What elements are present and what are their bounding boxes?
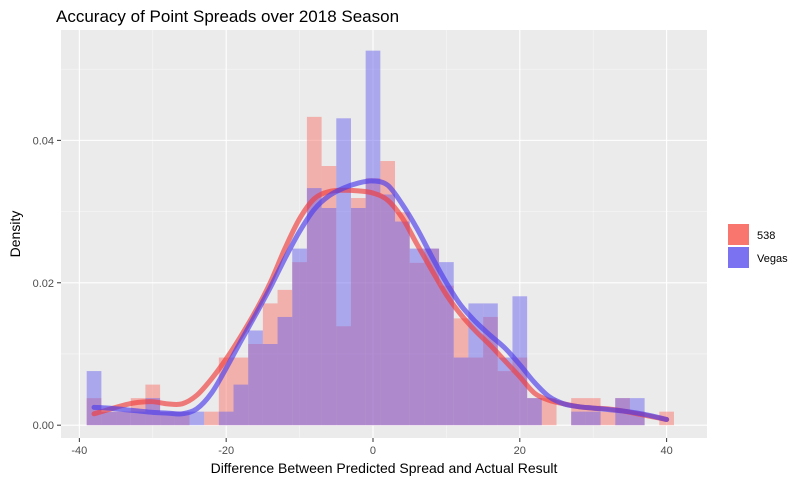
histogram-bar-538 [600,411,616,426]
histogram-bar-vegas [483,303,498,426]
histogram-bar-vegas [248,330,263,426]
y-axis-title: Density [7,211,23,258]
axes: -40 -20 0 20 40 0.00 0.02 0.04 [33,135,673,457]
histogram-bar-vegas [527,398,542,426]
legend: 538 Vegas [728,224,788,268]
histogram-bar-vegas [130,411,146,426]
legend-key-538 [728,224,749,245]
histogram-bar-vegas [86,371,102,426]
histogram-bar-vegas [380,194,396,426]
y-tick-label: 0.04 [33,135,54,147]
histogram-bar-vegas [321,208,337,426]
histogram-bar-vegas [585,411,601,426]
histogram-bar-vegas [409,248,425,426]
x-tick-label: 20 [514,445,526,457]
histogram-bar-vegas [262,344,278,426]
histogram-bar-538 [541,398,557,426]
density-curve-vegas [91,178,670,422]
histogram-bar-vegas [497,357,513,426]
y-tick-label: 0.02 [33,278,54,290]
histogram-bar-vegas [424,248,440,426]
legend-label-vegas: Vegas [757,253,788,265]
histogram-bar-vegas [365,50,381,426]
histogram-bar-vegas [292,248,307,426]
histogram-bar-vegas [189,411,205,426]
histogram-bar-vegas [453,357,469,426]
legend-label-538: 538 [757,230,775,242]
histogram-bar-vegas [571,411,586,426]
chart-title: Accuracy of Point Spreads over 2018 Seas… [56,7,399,26]
histogram-bar-vegas [512,296,528,426]
histogram-bar-vegas [350,208,366,426]
x-tick-label: -40 [71,445,87,457]
histogram-bar-vegas [395,221,410,426]
density-curves [91,178,670,422]
histogram-bar-538 [204,411,219,426]
histogram-bar-vegas [116,411,131,426]
histogram-bar-vegas [101,411,117,426]
x-tick-label: -20 [218,445,234,457]
legend-key-vegas [728,247,749,268]
histogram-bar-vegas [277,316,293,426]
x-axis-title: Difference Between Predicted Spread and … [211,460,558,476]
histogram-bar-vegas [336,118,351,426]
histogram-bar-vegas [218,411,234,426]
histogram-bar-vegas [306,188,322,426]
y-tick-label: 0.00 [33,420,54,432]
x-tick-label: 0 [370,445,376,457]
histogram-bar-vegas [233,384,249,426]
x-tick-label: 40 [661,445,673,457]
